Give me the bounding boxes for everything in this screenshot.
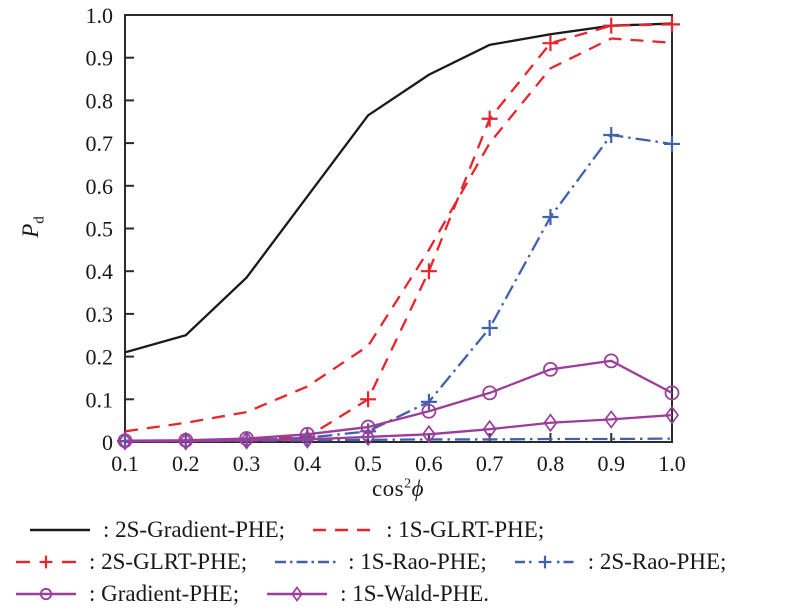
y-tick-label: 1.0 xyxy=(86,3,114,28)
legend-label: : 1S-Rao-PHE; xyxy=(348,549,487,574)
marker-plus-icon xyxy=(542,35,559,52)
legend-item-1s-rao-phe: : 1S-Rao-PHE; xyxy=(273,549,487,575)
legend-row: : 2S-GLRT-PHE; : 1S-Rao-PHE; : 2S-Rao-PHE; xyxy=(0,546,800,578)
marker-diamond-icon xyxy=(604,409,619,429)
y-tick-label: 0.7 xyxy=(86,131,114,156)
marker-circle-icon xyxy=(664,385,680,401)
x-axis-label-superscript: 2 xyxy=(404,476,412,492)
x-tick-label: 0.8 xyxy=(537,451,565,476)
y-tick-label: 0.9 xyxy=(86,46,114,71)
marker-circle-icon xyxy=(543,362,558,377)
marker-diamond-icon xyxy=(291,586,303,602)
legend-swatch-dashdot-icon xyxy=(275,560,338,564)
marker-circle-icon xyxy=(421,403,437,419)
x-tick-label: 0.6 xyxy=(415,451,443,476)
x-tick-label: 0.5 xyxy=(354,451,382,476)
y-tick-label: 0 xyxy=(102,430,113,455)
legend-swatch-line-circle-icon xyxy=(16,587,76,601)
plot-frame xyxy=(124,14,673,443)
y-tick-label: 0.5 xyxy=(86,217,114,242)
plot-area: 0.1 0.2 0.3 0.4 0.5 0.6 0.7 0.8 0.9 1.000.10.20.3… xyxy=(86,3,686,476)
legend-swatch-solid-line-icon xyxy=(30,528,90,532)
marker-plus-icon xyxy=(664,135,680,152)
marker-plus-icon xyxy=(39,555,53,569)
legend-label: : 2S-Gradient-PHE; xyxy=(103,517,286,542)
series-line-gradient-phe xyxy=(124,359,673,442)
legend-label: : 1S-Wald-PHE. xyxy=(340,581,490,606)
legend-item-1s-wald-phe: : 1S-Wald-PHE. xyxy=(265,581,489,607)
legend-item-1s-glrt-phe: : 1S-GLRT-PHE; xyxy=(311,517,544,543)
legend-swatch-dashdot-plus-icon xyxy=(514,555,577,569)
marker-plus-icon xyxy=(420,263,437,280)
x-tick-label: 0.9 xyxy=(597,451,625,476)
series-line-1s-wald-phe xyxy=(125,413,673,443)
marker-diamond-icon xyxy=(421,424,436,444)
legend-item-2s-glrt-phe: : 2S-GLRT-PHE; xyxy=(14,549,247,575)
marker-circle-icon xyxy=(299,426,315,442)
marker-diamond-icon xyxy=(543,413,558,433)
y-axis-label-symbol: P xyxy=(18,223,43,238)
marker-circle-icon xyxy=(39,587,53,601)
marker-plus-icon xyxy=(542,208,559,225)
marker-plus-icon xyxy=(603,126,620,143)
x-tick-label: 1.0 xyxy=(658,451,686,476)
marker-plus-icon xyxy=(420,393,437,410)
legend-swatch-line-diamond-icon xyxy=(267,586,328,602)
legend-label: : 2S-GLRT-PHE; xyxy=(89,549,248,574)
marker-diamond-icon xyxy=(300,430,315,449)
y-tick-label: 0.4 xyxy=(86,259,114,284)
legend-item-gradient-phe: : Gradient-PHE; xyxy=(14,581,239,607)
marker-plus-icon xyxy=(538,555,552,569)
marker-diamond-icon xyxy=(361,427,376,447)
series-line-2s-rao-phe xyxy=(125,133,673,443)
marker-plus-icon xyxy=(481,110,498,127)
marker-plus-icon xyxy=(664,16,680,33)
y-axis-label: Pd xyxy=(18,197,58,257)
series-line-2s-gradient-phe xyxy=(124,22,673,354)
y-tick-label: 0.8 xyxy=(86,88,114,113)
series-line-1s-glrt-phe xyxy=(124,37,673,433)
legend-swatch-dashes-icon xyxy=(313,528,376,532)
marker-plus-icon xyxy=(603,17,620,34)
x-tick-label: 0.2 xyxy=(172,451,200,476)
marker-diamond-icon xyxy=(664,405,680,425)
marker-circle-icon xyxy=(603,353,619,369)
marker-diamond-icon xyxy=(482,419,497,439)
marker-diamond-icon xyxy=(239,430,254,450)
x-tick-label: 0.7 xyxy=(476,451,504,476)
x-tick-label: 0.1 xyxy=(111,451,139,476)
marker-plus-icon xyxy=(360,391,377,408)
marker-circle-icon xyxy=(482,385,498,401)
y-tick-label: 0.3 xyxy=(86,302,114,327)
marker-circle-icon xyxy=(360,419,376,435)
marker-diamond-icon xyxy=(178,431,193,451)
x-axis-label-base: cos xyxy=(371,476,405,501)
y-tick-label: 0.6 xyxy=(86,174,114,199)
x-tick-label: 0.4 xyxy=(294,451,322,476)
chart-legend: : 2S-Gradient-PHE; : 1S-GLRT-PHE; : 2S-GLR… xyxy=(0,514,800,610)
x-axis-label: cos2ϕ xyxy=(338,476,458,502)
legend-item-2s-rao-phe: : 2S-Rao-PHE; xyxy=(513,549,727,575)
y-axis-label-subscript: d xyxy=(31,216,48,224)
y-tick-label: 0.2 xyxy=(86,345,114,370)
x-axis-label-symbol: ϕ xyxy=(411,476,425,501)
marker-plus-icon xyxy=(481,319,498,336)
series-line-2s-glrt-phe xyxy=(124,23,673,443)
legend-row: : 2S-Gradient-PHE; : 1S-GLRT-PHE; xyxy=(0,514,800,546)
legend-row: : Gradient-PHE; : 1S-Wald-PHE. xyxy=(0,578,800,610)
x-tick-label: 0.3 xyxy=(233,451,261,476)
marker-diamond-icon xyxy=(117,431,133,451)
legend-label: : 1S-GLRT-PHE; xyxy=(386,517,545,542)
legend-swatch-dash-plus-dash-icon xyxy=(16,555,76,569)
legend-label: : Gradient-PHE; xyxy=(89,581,240,606)
legend-label: : 2S-Rao-PHE; xyxy=(587,549,727,574)
y-tick-label: 0.1 xyxy=(86,387,114,412)
legend-item-2s-gradient-phe: : 2S-Gradient-PHE; xyxy=(28,517,285,543)
